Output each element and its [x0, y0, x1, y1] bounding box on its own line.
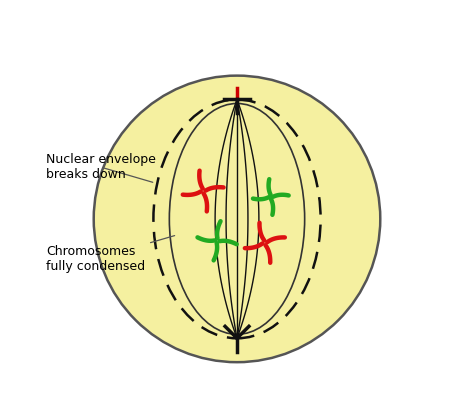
Text: Nuclear envelope
breaks down: Nuclear envelope breaks down	[46, 153, 156, 182]
Text: Chromosomes
fully condensed: Chromosomes fully condensed	[46, 236, 174, 273]
Circle shape	[94, 76, 380, 362]
Text: Late Prophase: Late Prophase	[147, 18, 327, 38]
